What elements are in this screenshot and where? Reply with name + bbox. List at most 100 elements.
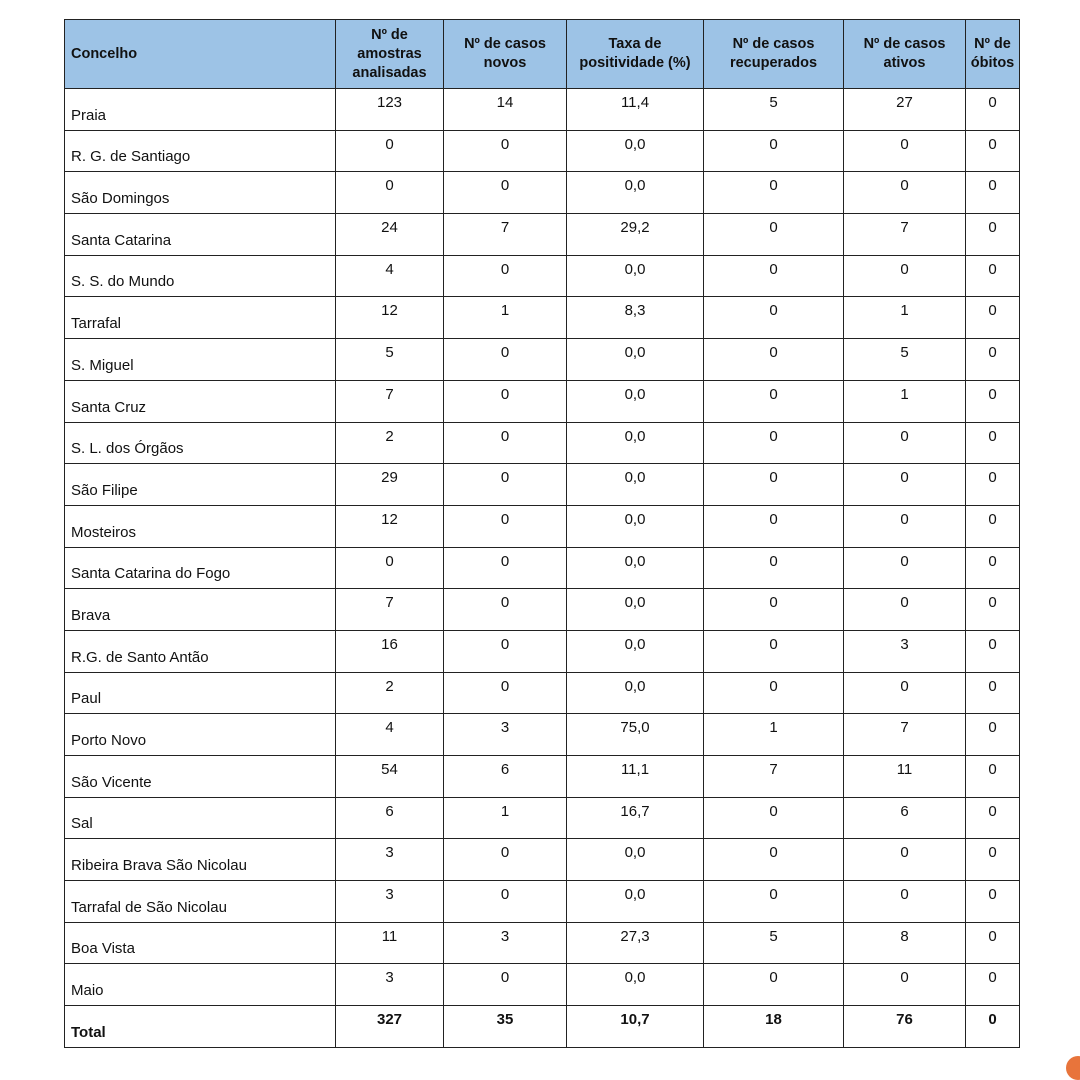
cell-taxa-positividade: 0,0 (566, 421, 704, 465)
cell-obitos: 0 (965, 838, 1020, 882)
header-concelho: Concelho (64, 19, 336, 89)
table-row: Tarrafal de São Nicolau 3 0 0,0 0 0 0 (64, 880, 1020, 923)
cell-casos-novos: 35 (443, 1005, 567, 1048)
cell-casos-novos: 0 (443, 963, 567, 1007)
cell-taxa-positividade: 11,4 (566, 88, 704, 131)
orange-corner-mark (1066, 1056, 1080, 1080)
cell-ativos: 7 (843, 213, 966, 256)
cell-casos-novos: 3 (443, 921, 567, 965)
header-text: óbitos (970, 55, 1015, 71)
header-text: recuperados (729, 55, 818, 71)
cell-casos-novos: 1 (443, 796, 567, 840)
cell-casos-novos: 0 (443, 379, 567, 423)
cell-concelho: R.G. de Santo Antão (64, 629, 336, 673)
cell-taxa-positividade: 16,7 (566, 796, 704, 840)
cell-obitos: 0 (965, 755, 1020, 798)
cell-casos-novos: 0 (443, 254, 567, 298)
cell-ativos: 0 (843, 421, 966, 465)
table-row: S. S. do Mundo 4 0 0,0 0 0 0 (64, 254, 1020, 298)
cell-obitos: 0 (965, 296, 1020, 340)
table-row: R.G. de Santo Antão 16 0 0,0 0 3 0 (64, 629, 1020, 673)
cell-casos-novos: 0 (443, 421, 567, 465)
cell-ativos: 0 (843, 504, 966, 548)
cell-ativos: 0 (843, 254, 966, 298)
cell-amostras: 12 (335, 296, 444, 340)
cell-obitos: 0 (965, 713, 1020, 756)
cell-ativos: 1 (843, 379, 966, 423)
cell-amostras: 7 (335, 588, 444, 631)
table-row: Ribeira Brava São Nicolau 3 0 0,0 0 0 0 (64, 838, 1020, 882)
header-text: analisadas (352, 64, 427, 81)
header-text: amostras (357, 45, 422, 62)
header-text: Nº de casos (464, 36, 546, 52)
cell-casos-novos: 0 (443, 338, 567, 381)
cell-recuperados: 0 (703, 421, 844, 465)
table-row: Santa Catarina 24 7 29,2 0 7 0 (64, 213, 1020, 256)
cell-amostras: 0 (335, 171, 444, 215)
cell-amostras: 29 (335, 463, 444, 506)
header-amostras: Nº de amostras analisadas (335, 19, 444, 89)
cell-amostras: 3 (335, 838, 444, 882)
covid-cases-table: Concelho Nº de amostras analisadas Nº de cas… (64, 19, 1020, 1048)
header-text: Concelho (71, 45, 138, 62)
cell-concelho: R. G. de Santiago (64, 129, 336, 173)
table-row: Santa Catarina do Fogo 0 0 0,0 0 0 0 (64, 546, 1020, 590)
cell-ativos: 1 (843, 296, 966, 340)
table-row: S. L. dos Órgãos 2 0 0,0 0 0 0 (64, 421, 1020, 465)
cell-amostras: 3 (335, 880, 444, 923)
cell-taxa-positividade: 0,0 (566, 338, 704, 381)
header-text: Nº de (371, 26, 408, 43)
table-row: Sal 6 1 16,7 0 6 0 (64, 796, 1020, 840)
table-row: São Domingos 0 0 0,0 0 0 0 (64, 171, 1020, 215)
cell-amostras: 5 (335, 338, 444, 381)
header-text: positividade (%) (579, 55, 691, 71)
cell-casos-novos: 0 (443, 129, 567, 173)
cell-obitos: 0 (965, 254, 1020, 298)
cell-concelho: Sal (64, 796, 336, 840)
cell-recuperados: 18 (703, 1005, 844, 1048)
cell-casos-novos: 14 (443, 88, 567, 131)
cell-taxa-positividade: 75,0 (566, 713, 704, 756)
header-taxa-positividade: Taxa de positividade (%) (566, 19, 704, 89)
cell-obitos: 0 (965, 379, 1020, 423)
cell-obitos: 0 (965, 338, 1020, 381)
table-row: Tarrafal 12 1 8,3 0 1 0 (64, 296, 1020, 340)
cell-amostras: 0 (335, 129, 444, 173)
cell-amostras: 3 (335, 963, 444, 1007)
cell-taxa-positividade: 0,0 (566, 629, 704, 673)
cell-amostras: 4 (335, 254, 444, 298)
cell-casos-novos: 0 (443, 463, 567, 506)
cell-ativos: 0 (843, 129, 966, 173)
cell-recuperados: 0 (703, 546, 844, 590)
cell-obitos: 0 (965, 921, 1020, 965)
cell-obitos: 0 (965, 796, 1020, 840)
cell-recuperados: 0 (703, 588, 844, 631)
cell-casos-novos: 6 (443, 755, 567, 798)
cell-concelho: Boa Vista (64, 921, 336, 965)
cell-concelho: Porto Novo (64, 713, 336, 756)
cell-recuperados: 0 (703, 838, 844, 882)
cell-amostras: 54 (335, 755, 444, 798)
table-row: S. Miguel 5 0 0,0 0 5 0 (64, 338, 1020, 381)
header-row: Concelho Nº de amostras analisadas Nº de cas… (64, 19, 1020, 89)
cell-casos-novos: 0 (443, 880, 567, 923)
cell-obitos: 0 (965, 1005, 1020, 1048)
cell-casos-novos: 3 (443, 713, 567, 756)
cell-ativos: 0 (843, 963, 966, 1007)
cell-ativos: 0 (843, 463, 966, 506)
cell-casos-novos: 0 (443, 629, 567, 673)
cell-amostras: 0 (335, 546, 444, 590)
cell-obitos: 0 (965, 963, 1020, 1007)
table-row: R. G. de Santiago 0 0 0,0 0 0 0 (64, 129, 1020, 173)
cell-obitos: 0 (965, 504, 1020, 548)
cell-casos-novos: 0 (443, 838, 567, 882)
cell-concelho: Mosteiros (64, 504, 336, 548)
cell-obitos: 0 (965, 88, 1020, 131)
cell-taxa-positividade: 0,0 (566, 254, 704, 298)
table-row: Brava 7 0 0,0 0 0 0 (64, 588, 1020, 631)
cell-recuperados: 0 (703, 671, 844, 715)
cell-ativos: 11 (843, 755, 966, 798)
cell-obitos: 0 (965, 421, 1020, 465)
cell-recuperados: 0 (703, 629, 844, 673)
cell-casos-novos: 0 (443, 171, 567, 215)
